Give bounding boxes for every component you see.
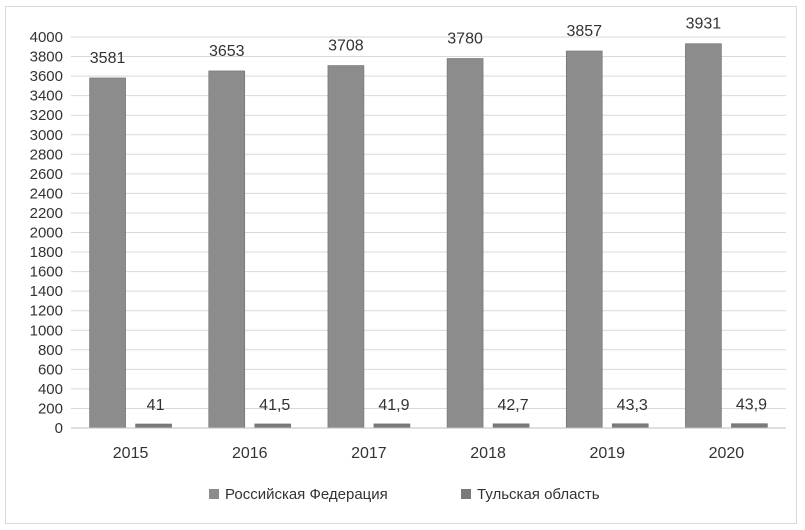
legend-swatch — [209, 489, 219, 499]
data-label: 42,7 — [498, 397, 529, 414]
bar-rf-2019 — [565, 50, 603, 429]
x-tick-label: 2019 — [589, 445, 625, 462]
data-label: 43,3 — [617, 397, 648, 414]
legend-swatch — [461, 489, 471, 499]
y-tick-label: 800 — [38, 342, 63, 359]
x-tick-label: 2018 — [470, 445, 506, 462]
data-label: 3857 — [566, 23, 602, 40]
y-tick-label: 1200 — [30, 303, 63, 320]
data-label: 3780 — [447, 31, 483, 48]
data-label: 3581 — [90, 50, 126, 67]
y-tick-label: 3200 — [30, 107, 63, 124]
bar-rf-2018 — [446, 58, 484, 429]
legend: Российская Федерация Тульская область — [209, 486, 600, 503]
bar-tula-2019 — [611, 423, 649, 429]
y-axis-ticks: 0 200 400 600 800 1000 1200 1400 1600 1800 2000 220… — [30, 29, 63, 437]
y-tick-label: 1000 — [30, 322, 63, 339]
y-tick-label: 3600 — [30, 68, 63, 85]
x-tick-label: 2017 — [351, 445, 387, 462]
legend-label: Тульская область — [477, 486, 600, 503]
bar-tula-2015 — [135, 423, 172, 429]
legend-label: Российская Федерация — [225, 486, 388, 503]
data-label: 41 — [147, 397, 165, 414]
data-label: 3708 — [328, 38, 364, 55]
bar-rf-2020 — [685, 43, 722, 429]
y-tick-label: 3400 — [30, 88, 63, 105]
bar-tula-2018 — [492, 423, 530, 429]
y-tick-label: 1800 — [30, 244, 63, 261]
x-axis-ticks: 2015 2016 2017 2018 2019 2020 — [113, 445, 745, 462]
bar-rf-2015 — [89, 77, 126, 429]
gridlines — [71, 36, 786, 409]
y-tick-label: 600 — [38, 361, 63, 378]
y-tick-label: 3000 — [30, 127, 63, 144]
data-labels: 3581 41 3653 41,5 3708 41,9 3780 42,7 3857 43,3 39… — [90, 16, 767, 414]
y-tick-label: 2200 — [30, 205, 63, 222]
data-label: 41,9 — [378, 397, 409, 414]
y-tick-label: 2800 — [30, 146, 63, 163]
y-tick-label: 1600 — [30, 264, 63, 281]
chart-frame: 0 200 400 600 800 1000 1200 1400 1600 1800 2000 220… — [5, 6, 797, 524]
y-tick-label: 3800 — [30, 49, 63, 66]
bar-tula-2016 — [254, 423, 292, 429]
y-tick-label: 1400 — [30, 283, 63, 300]
y-tick-label: 0 — [55, 420, 63, 437]
y-tick-label: 400 — [38, 381, 63, 398]
y-tick-label: 2400 — [30, 185, 63, 202]
bar-chart: 0 200 400 600 800 1000 1200 1400 1600 1800 2000 220… — [30, 16, 786, 503]
bar-tula-2020 — [731, 423, 768, 429]
data-label: 41,5 — [259, 397, 290, 414]
y-tick-label: 2600 — [30, 166, 63, 183]
y-tick-label: 200 — [38, 400, 63, 417]
x-tick-label: 2016 — [232, 445, 268, 462]
data-label: 3931 — [686, 16, 722, 33]
bar-rf-2017 — [327, 65, 365, 429]
data-label: 43,9 — [736, 397, 767, 414]
y-tick-label: 2000 — [30, 225, 63, 242]
bar-tula-2017 — [373, 423, 411, 429]
x-tick-label: 2015 — [113, 445, 149, 462]
y-tick-label: 4000 — [30, 29, 63, 46]
data-label: 3653 — [209, 43, 245, 60]
x-tick-label: 2020 — [709, 445, 745, 462]
bar-rf-2016 — [208, 70, 246, 429]
bars — [89, 43, 768, 429]
